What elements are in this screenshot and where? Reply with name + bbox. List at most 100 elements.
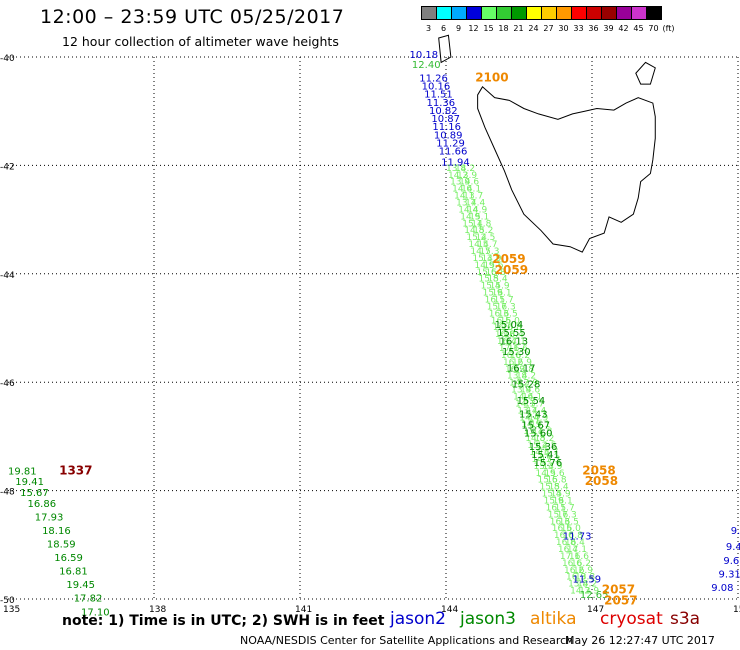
legend-label: 6 [440,24,447,33]
track-label-left: 17.10 [81,607,110,618]
track-label-light: 13.7 [517,406,537,416]
page-title: 12:00 – 23:59 UTC 05/25/2017 [40,6,345,28]
legend-swatch [646,6,662,20]
track-label-light: 14.9 [474,261,494,271]
track-label-light: 13.7 [456,198,476,208]
legend-label: 18 [498,24,509,33]
track-label-light: 14.9 [521,420,541,430]
track-label-light: 15.7 [494,295,514,305]
legend-label: 12 [468,24,479,33]
track-label-right: 9.31 [719,569,740,580]
track-label-light: 15.6 [483,261,503,271]
pass-time-label: 2058 [585,474,618,488]
lat-tick-label: -48 [0,488,15,498]
lon-tick-label: 150 [733,605,740,615]
track-label-light: 14.6 [459,178,479,188]
track-label-light: 16.6 [562,559,582,569]
track-label-light: 15.1 [530,420,550,430]
track-label-light: 13.7 [463,192,483,202]
track-label-light: 14.5 [468,240,488,250]
track-label-light: 16.1 [492,289,512,299]
track-label-light: 14.1 [515,399,535,409]
track-label-jason3: 15.76 [534,458,563,469]
track-label-left: 16.86 [27,499,56,510]
page-subtitle: 12 hour collection of altimeter wave hei… [62,34,339,49]
track-label-jason3: 15.43 [519,409,548,420]
track-label-jason3: 12.40 [412,60,441,71]
pass-time-label: 2100 [475,70,508,84]
track-label-light: 14.4 [458,205,478,215]
track-label-light: 16.2 [510,351,530,361]
track-label-light: 15.9 [544,496,564,506]
track-label-light: 16.3 [496,302,516,312]
lon-tick-label: 141 [295,605,312,615]
pass-time-label: 1337 [59,463,92,477]
legend-label: (ft) [662,24,675,33]
satellite-legend-s3a: s3a [670,609,701,629]
track-label-jason2: 11.16 [432,122,461,133]
track-label-light: 13.9 [511,386,531,396]
track-label-light: 17.1 [506,337,526,347]
lon-tick-label: 135 [3,605,20,615]
track-label-light: 16.5 [498,309,518,319]
pass-time-label: 2057 [602,583,635,597]
legend-label: 3 [425,24,432,33]
track-label-jason3: 16.17 [507,363,536,374]
track-label-left: 18.59 [47,540,76,551]
legend-label: 33 [573,24,584,33]
legend-label: 9 [455,24,462,33]
satellite-legend-jason3: jason3 [460,609,516,629]
track-label-light: 16.9 [512,358,532,368]
lon-tick-label: 147 [587,605,604,615]
color-legend [421,6,662,20]
track-label-light: 14.5 [475,233,495,243]
track-label-light: 14.7 [470,247,490,257]
track-label-light: 16.4 [558,545,578,555]
track-label-light: 13.9 [457,171,477,181]
flinders-island-coastline [635,61,656,85]
track-label-light: 14.8 [471,219,491,229]
track-label-light: 14.8 [525,434,545,444]
lat-tick-label: -40 [0,54,15,64]
track-label-light: 15.1 [469,212,489,222]
track-label-light: 14.5 [536,441,556,451]
satellite-legend-cryosat: cryosat [600,609,663,629]
track-label-jason2: 10.82 [429,106,458,117]
track-label-light: 14.2 [577,580,597,590]
track-label-light: 13.9 [518,379,538,389]
track-label-light: 14.5 [529,448,549,458]
track-label-light: 15.1 [523,427,543,437]
track-label-right: 9. [731,526,740,537]
track-label-light: 14.8 [464,226,484,236]
track-label-light: 14.7 [538,448,558,458]
track-label-light: 14.7 [477,240,497,250]
track-label-light: 15.2 [527,441,547,451]
track-label-jason3: 15.28 [512,380,541,391]
track-label-right: 9.08 [711,583,733,594]
track-label-left: 17.82 [74,594,103,605]
lat-tick-label: -42 [0,162,15,172]
track-label-jason3: 15.60 [524,428,553,439]
track-label-light: 14.2 [516,372,536,382]
track-label-light: 16.3 [489,309,509,319]
legend-label: 30 [558,24,569,33]
track-label-light: 15.6 [545,469,565,479]
track-label-light: 14.7 [531,455,551,465]
track-label-jason3: 15.36 [529,442,558,453]
track-label-light: 14.2 [570,587,590,597]
pass-time-label: 2058 [582,463,615,477]
legend-label: 21 [513,24,524,33]
legend-label: 45 [633,24,644,33]
track-label-light: 16.5 [552,524,572,534]
track-label-light: 15.2 [473,226,493,236]
track-label-jason2: 11.94 [441,157,470,168]
track-label-jason3: 15.30 [502,347,531,358]
track-label-left: 18.16 [42,526,71,537]
tasmania-coastline [477,86,656,253]
legend-label: 27 [543,24,554,33]
track-label-light: 15.9 [483,289,503,299]
track-label-light: 15.6 [538,476,558,486]
track-label-jason2: 11.36 [427,98,456,109]
track-label-jason2: 10.89 [434,130,463,141]
